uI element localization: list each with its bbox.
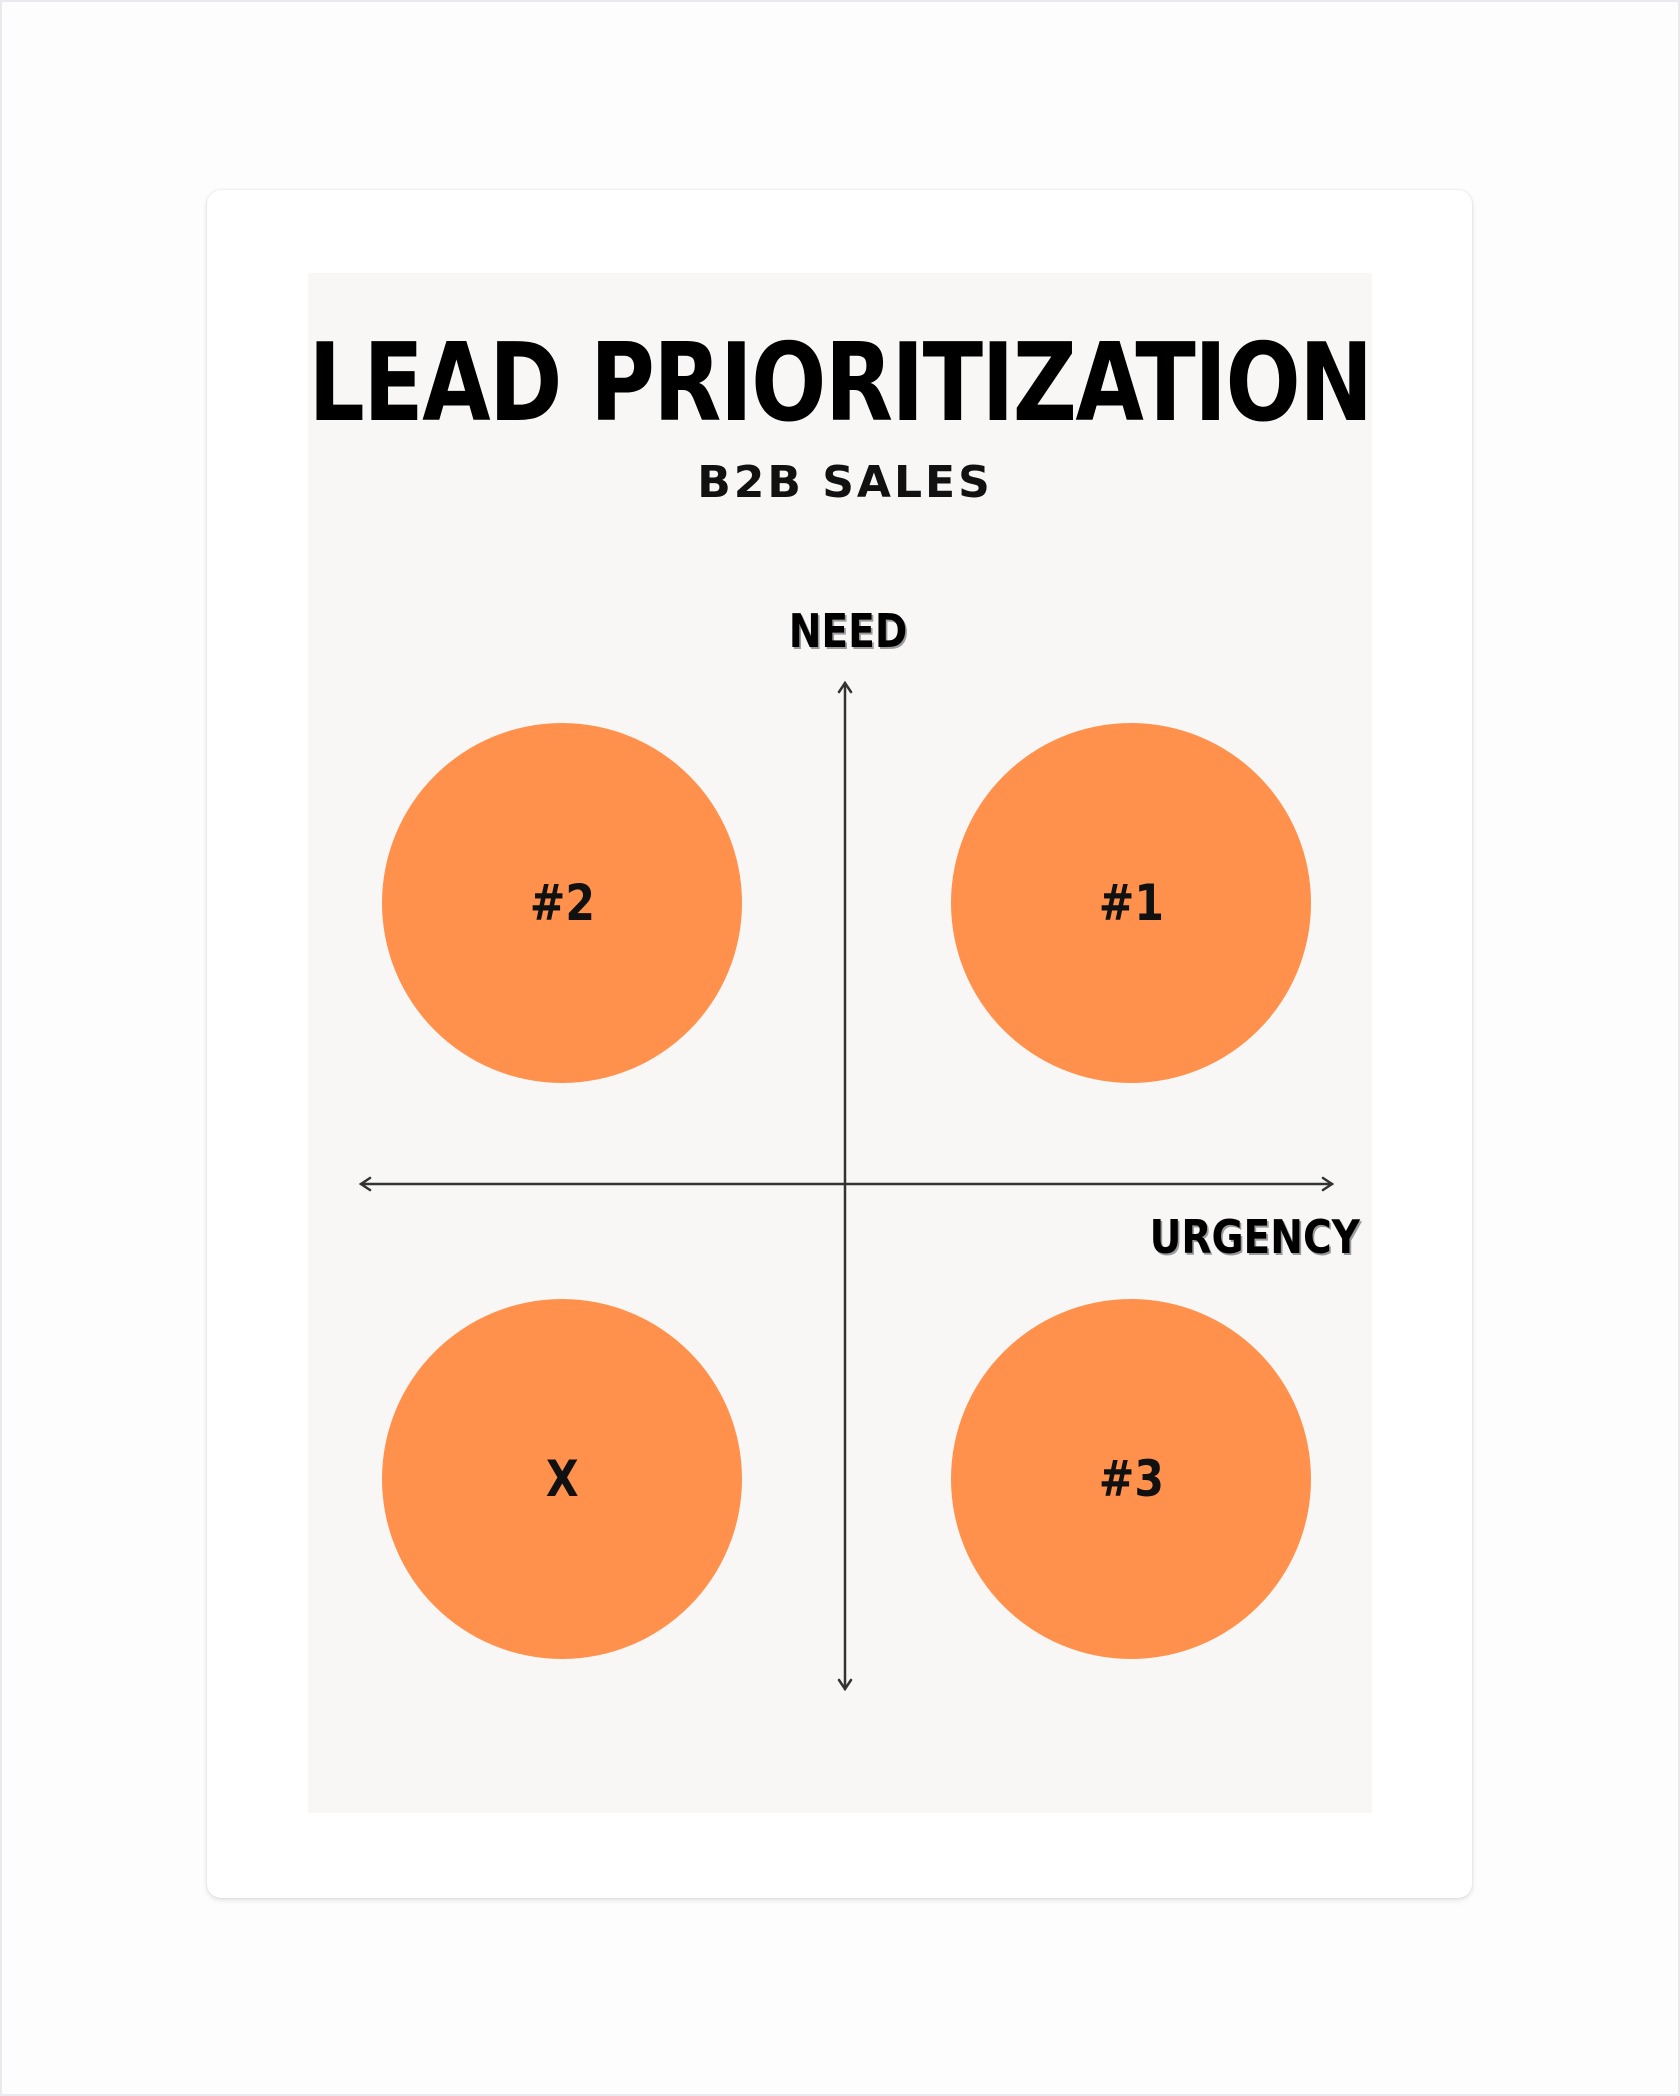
quadrant-label-bottom-left: X: [545, 1450, 579, 1508]
poster-title: LEAD PRIORITIZATION: [308, 321, 1373, 446]
poster-subtitle: B2B SALES: [697, 457, 993, 508]
quadrant-circle-bottom-right: #3: [951, 1299, 1311, 1659]
quadrant-label-top-left: #2: [529, 874, 595, 932]
quadrant-label-top-right: #1: [1098, 874, 1164, 932]
urgency-axis-label: URGENCY: [1149, 1210, 1360, 1264]
quadrant-label-bottom-right: #3: [1098, 1450, 1164, 1508]
quadrant-circle-bottom-left: X: [382, 1299, 742, 1659]
quadrant-circle-top-right: #1: [951, 723, 1311, 1083]
quadrant-circle-top-left: #2: [382, 723, 742, 1083]
need-axis-label: NEED: [788, 604, 908, 658]
